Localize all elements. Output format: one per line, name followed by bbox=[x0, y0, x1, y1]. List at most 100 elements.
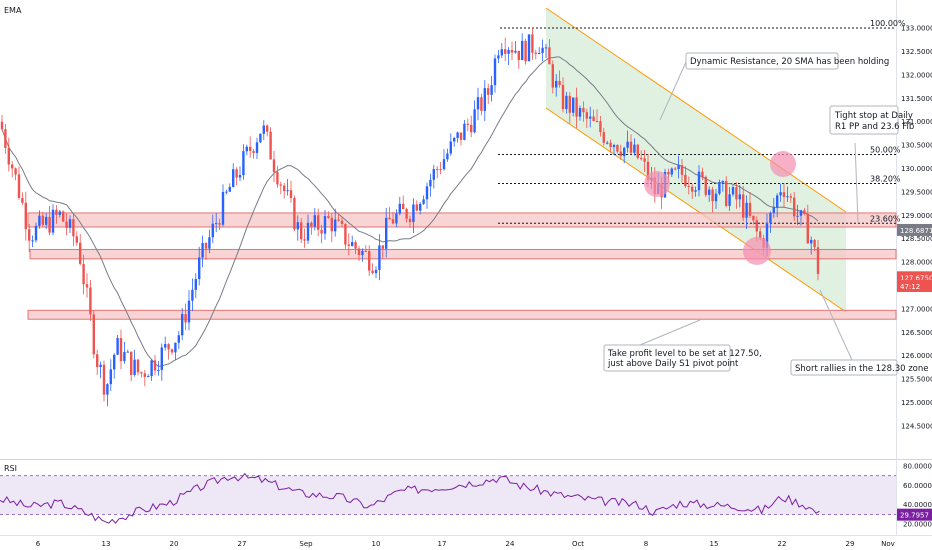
highlight-circle bbox=[770, 151, 796, 177]
candle-body bbox=[728, 194, 731, 206]
candle-body bbox=[204, 243, 208, 249]
price-badge-text: 127.6750 bbox=[900, 274, 932, 282]
annotation-take-profit-line2: just above Daily S1 pivot point bbox=[607, 359, 739, 369]
candle-body bbox=[4, 129, 7, 148]
candle-body bbox=[670, 168, 673, 175]
price-tick-label: 130.5000 bbox=[901, 142, 932, 150]
candle-body bbox=[136, 359, 140, 373]
annotation-take-profit[interactable]: Take profit level to be set at 127.50, j… bbox=[603, 344, 762, 372]
candle-body bbox=[55, 209, 58, 215]
time-tick-label: 13 bbox=[102, 540, 111, 548]
candle-body bbox=[701, 171, 704, 177]
time-axis[interactable]: 6 13 20 27 Sep 10 17 24 Oct 8 15 22 29 Nov bbox=[36, 540, 895, 548]
price-tick-label: 126.5000 bbox=[901, 329, 932, 337]
candle-body bbox=[626, 141, 629, 148]
time-tick-label: 15 bbox=[710, 540, 719, 548]
candle-body bbox=[575, 97, 578, 117]
candle-body bbox=[466, 123, 469, 125]
annotation-short-rallies[interactable]: Short rallies in the 128.30 zone bbox=[790, 359, 929, 376]
candle-body bbox=[803, 210, 806, 214]
candle-body bbox=[289, 190, 293, 198]
price-tick-label: 130.0000 bbox=[901, 165, 932, 173]
candle-body bbox=[21, 197, 24, 203]
candle-body bbox=[483, 88, 486, 111]
candle-body bbox=[75, 236, 78, 243]
candle-body bbox=[694, 190, 697, 192]
candle-body bbox=[748, 202, 752, 216]
candle-body bbox=[534, 52, 537, 54]
candle-body bbox=[225, 191, 228, 193]
time-tick-label: 22 bbox=[778, 540, 787, 548]
candle-body bbox=[378, 245, 381, 270]
candle-body bbox=[439, 169, 442, 171]
candle-body bbox=[636, 144, 639, 159]
candle-body bbox=[568, 95, 571, 113]
time-tick-label: 29 bbox=[846, 540, 855, 548]
candle-body bbox=[323, 216, 327, 234]
annotation-tight-stop[interactable]: Tight stop at Daily R1 PP and 23.6 Fib bbox=[829, 105, 914, 135]
candle-body bbox=[133, 359, 136, 375]
candle-body bbox=[58, 211, 61, 215]
candle-body bbox=[330, 217, 333, 232]
annotation-dynamic-resistance[interactable]: Dynamic Resistance, 20 SMA has been hold… bbox=[685, 52, 889, 70]
candle-body bbox=[113, 354, 116, 370]
candle-body bbox=[745, 202, 748, 218]
candle-body bbox=[334, 219, 337, 232]
candle-body bbox=[92, 314, 95, 355]
highlight-circle bbox=[743, 237, 771, 265]
candle-body bbox=[303, 239, 306, 241]
rsi-badge-bg bbox=[897, 508, 932, 521]
candle-body bbox=[799, 210, 803, 216]
candle-body bbox=[255, 142, 259, 154]
candle-body bbox=[51, 209, 55, 233]
candle-body bbox=[718, 181, 721, 194]
pivot-zone bbox=[29, 248, 897, 260]
candle-body bbox=[354, 242, 357, 249]
candle-body bbox=[449, 141, 452, 154]
price-axis[interactable]: 133.0000 132.5000 132.0000 131.5000 131.0000… bbox=[901, 25, 932, 431]
candle-body bbox=[691, 186, 694, 192]
candle-body bbox=[85, 284, 89, 288]
candle-body bbox=[279, 184, 282, 186]
candle-body bbox=[412, 204, 415, 223]
candle-body bbox=[249, 146, 252, 151]
candle-body bbox=[272, 159, 276, 173]
candle-body bbox=[177, 335, 180, 343]
price-tick-label: 128.5000 bbox=[901, 235, 932, 243]
candle-body bbox=[306, 222, 310, 241]
rsi-band bbox=[0, 475, 896, 515]
candle-body bbox=[551, 64, 554, 88]
candle-body bbox=[238, 175, 242, 178]
time-tick-label: 20 bbox=[170, 540, 179, 548]
fib-label: 38.20% bbox=[870, 174, 901, 183]
candles bbox=[0, 27, 820, 407]
candle-body bbox=[194, 279, 197, 290]
price-tick-label: 126.0000 bbox=[901, 352, 932, 360]
candle-body bbox=[629, 141, 633, 153]
candle-body bbox=[793, 197, 796, 217]
candle-body bbox=[643, 158, 646, 162]
candle-body bbox=[708, 189, 711, 195]
candle-body bbox=[245, 146, 248, 152]
candle-body bbox=[218, 223, 221, 225]
annotation-take-profit-line1: Take profit level to be set at 127.50, bbox=[607, 349, 762, 359]
candle-body bbox=[89, 287, 92, 315]
candle-body bbox=[211, 223, 214, 238]
candle-body bbox=[395, 213, 398, 224]
candle-body bbox=[755, 220, 758, 232]
candle-body bbox=[446, 153, 449, 160]
candle-body bbox=[616, 144, 619, 152]
candle-body bbox=[735, 187, 738, 200]
candle-body bbox=[704, 176, 707, 195]
rsi-pane-label[interactable]: RSI bbox=[4, 464, 17, 473]
candle-body bbox=[500, 49, 503, 56]
ema-pane-label[interactable]: EMA bbox=[4, 6, 22, 15]
price-badge-text: 128.6871 bbox=[900, 227, 932, 235]
candle-body bbox=[310, 222, 313, 227]
candle-body bbox=[143, 373, 146, 377]
candle-body bbox=[102, 364, 106, 395]
candle-body bbox=[476, 97, 480, 110]
candle-body bbox=[776, 195, 779, 208]
